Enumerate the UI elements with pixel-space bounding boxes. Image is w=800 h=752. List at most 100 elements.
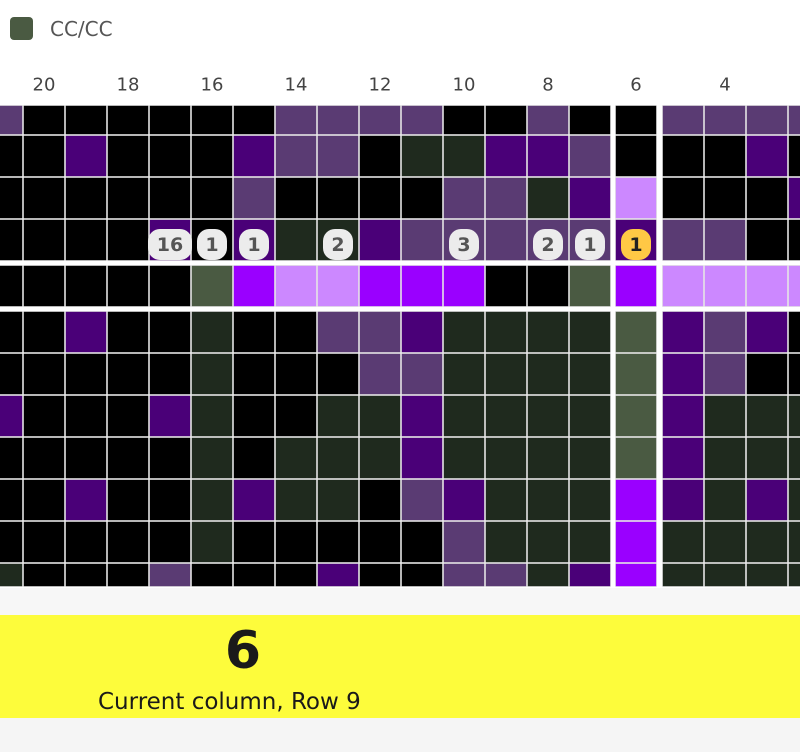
cell[interactable]	[485, 105, 527, 135]
cell[interactable]	[359, 311, 401, 353]
cell[interactable]	[569, 395, 611, 437]
cell[interactable]	[746, 311, 788, 353]
cell[interactable]	[443, 311, 485, 353]
cell[interactable]	[317, 521, 359, 563]
cell[interactable]	[191, 437, 233, 479]
cell[interactable]	[0, 135, 23, 177]
cell[interactable]	[615, 265, 657, 307]
cell[interactable]	[149, 353, 191, 395]
cell[interactable]	[107, 437, 149, 479]
cell[interactable]	[317, 177, 359, 219]
cell[interactable]	[65, 135, 107, 177]
cell[interactable]	[317, 311, 359, 353]
cell[interactable]	[233, 105, 275, 135]
cell[interactable]	[233, 521, 275, 563]
cell[interactable]	[23, 521, 65, 563]
cell[interactable]	[788, 563, 800, 587]
cell[interactable]	[704, 353, 746, 395]
cell[interactable]	[233, 395, 275, 437]
cell[interactable]	[662, 395, 704, 437]
cell[interactable]	[65, 479, 107, 521]
cell[interactable]	[65, 395, 107, 437]
cell[interactable]	[746, 479, 788, 521]
cell[interactable]	[107, 563, 149, 587]
cell[interactable]	[191, 105, 233, 135]
cell[interactable]	[401, 219, 443, 261]
cell[interactable]	[23, 437, 65, 479]
cell[interactable]	[443, 521, 485, 563]
cell[interactable]	[662, 105, 704, 135]
cell[interactable]	[401, 479, 443, 521]
cell[interactable]	[527, 563, 569, 587]
cell[interactable]	[615, 563, 657, 587]
cell[interactable]	[275, 521, 317, 563]
cell[interactable]	[401, 521, 443, 563]
cell[interactable]	[788, 265, 800, 307]
cell[interactable]	[23, 105, 65, 135]
cell[interactable]	[401, 135, 443, 177]
cell[interactable]	[317, 437, 359, 479]
cell[interactable]	[107, 105, 149, 135]
cell[interactable]	[65, 311, 107, 353]
cell[interactable]	[233, 353, 275, 395]
cell[interactable]	[485, 395, 527, 437]
cell[interactable]	[0, 219, 23, 261]
cell[interactable]	[149, 311, 191, 353]
cell[interactable]	[359, 353, 401, 395]
cell[interactable]	[704, 105, 746, 135]
cell[interactable]	[746, 219, 788, 261]
cell[interactable]	[275, 353, 317, 395]
cell[interactable]	[746, 265, 788, 307]
cell[interactable]	[746, 395, 788, 437]
cell[interactable]	[233, 563, 275, 587]
cell[interactable]	[65, 563, 107, 587]
cell[interactable]	[233, 311, 275, 353]
cell[interactable]	[107, 353, 149, 395]
cell[interactable]	[615, 311, 657, 353]
cell[interactable]	[107, 521, 149, 563]
cell[interactable]	[485, 135, 527, 177]
cell[interactable]	[527, 353, 569, 395]
cell[interactable]	[149, 105, 191, 135]
cell[interactable]	[0, 437, 23, 479]
cell[interactable]	[485, 219, 527, 261]
cell[interactable]	[485, 479, 527, 521]
cell[interactable]	[275, 437, 317, 479]
cell[interactable]	[23, 311, 65, 353]
legend-swatch[interactable]	[10, 17, 33, 40]
cell[interactable]	[23, 177, 65, 219]
cell[interactable]	[275, 563, 317, 587]
cell[interactable]	[704, 311, 746, 353]
cell[interactable]	[149, 479, 191, 521]
cell[interactable]	[149, 177, 191, 219]
cell[interactable]	[275, 265, 317, 307]
cell[interactable]	[233, 177, 275, 219]
cell[interactable]	[485, 563, 527, 587]
cell[interactable]	[527, 177, 569, 219]
cell[interactable]	[443, 437, 485, 479]
cell[interactable]	[443, 135, 485, 177]
cell[interactable]	[527, 135, 569, 177]
cell[interactable]	[401, 265, 443, 307]
cell[interactable]	[149, 521, 191, 563]
cell[interactable]	[23, 395, 65, 437]
cell[interactable]	[359, 437, 401, 479]
cell[interactable]	[23, 353, 65, 395]
cell[interactable]	[401, 353, 443, 395]
cell[interactable]	[615, 479, 657, 521]
cell[interactable]	[704, 563, 746, 587]
cell[interactable]	[615, 105, 657, 135]
cell[interactable]	[788, 105, 800, 135]
cell[interactable]	[191, 265, 233, 307]
cell[interactable]	[569, 105, 611, 135]
cell[interactable]	[569, 437, 611, 479]
cell[interactable]	[191, 177, 233, 219]
cell[interactable]	[527, 521, 569, 563]
cell[interactable]	[359, 521, 401, 563]
cell[interactable]	[23, 563, 65, 587]
cell[interactable]	[107, 395, 149, 437]
cell[interactable]	[569, 353, 611, 395]
cell[interactable]	[485, 353, 527, 395]
cell[interactable]	[0, 105, 23, 135]
cell[interactable]	[443, 395, 485, 437]
